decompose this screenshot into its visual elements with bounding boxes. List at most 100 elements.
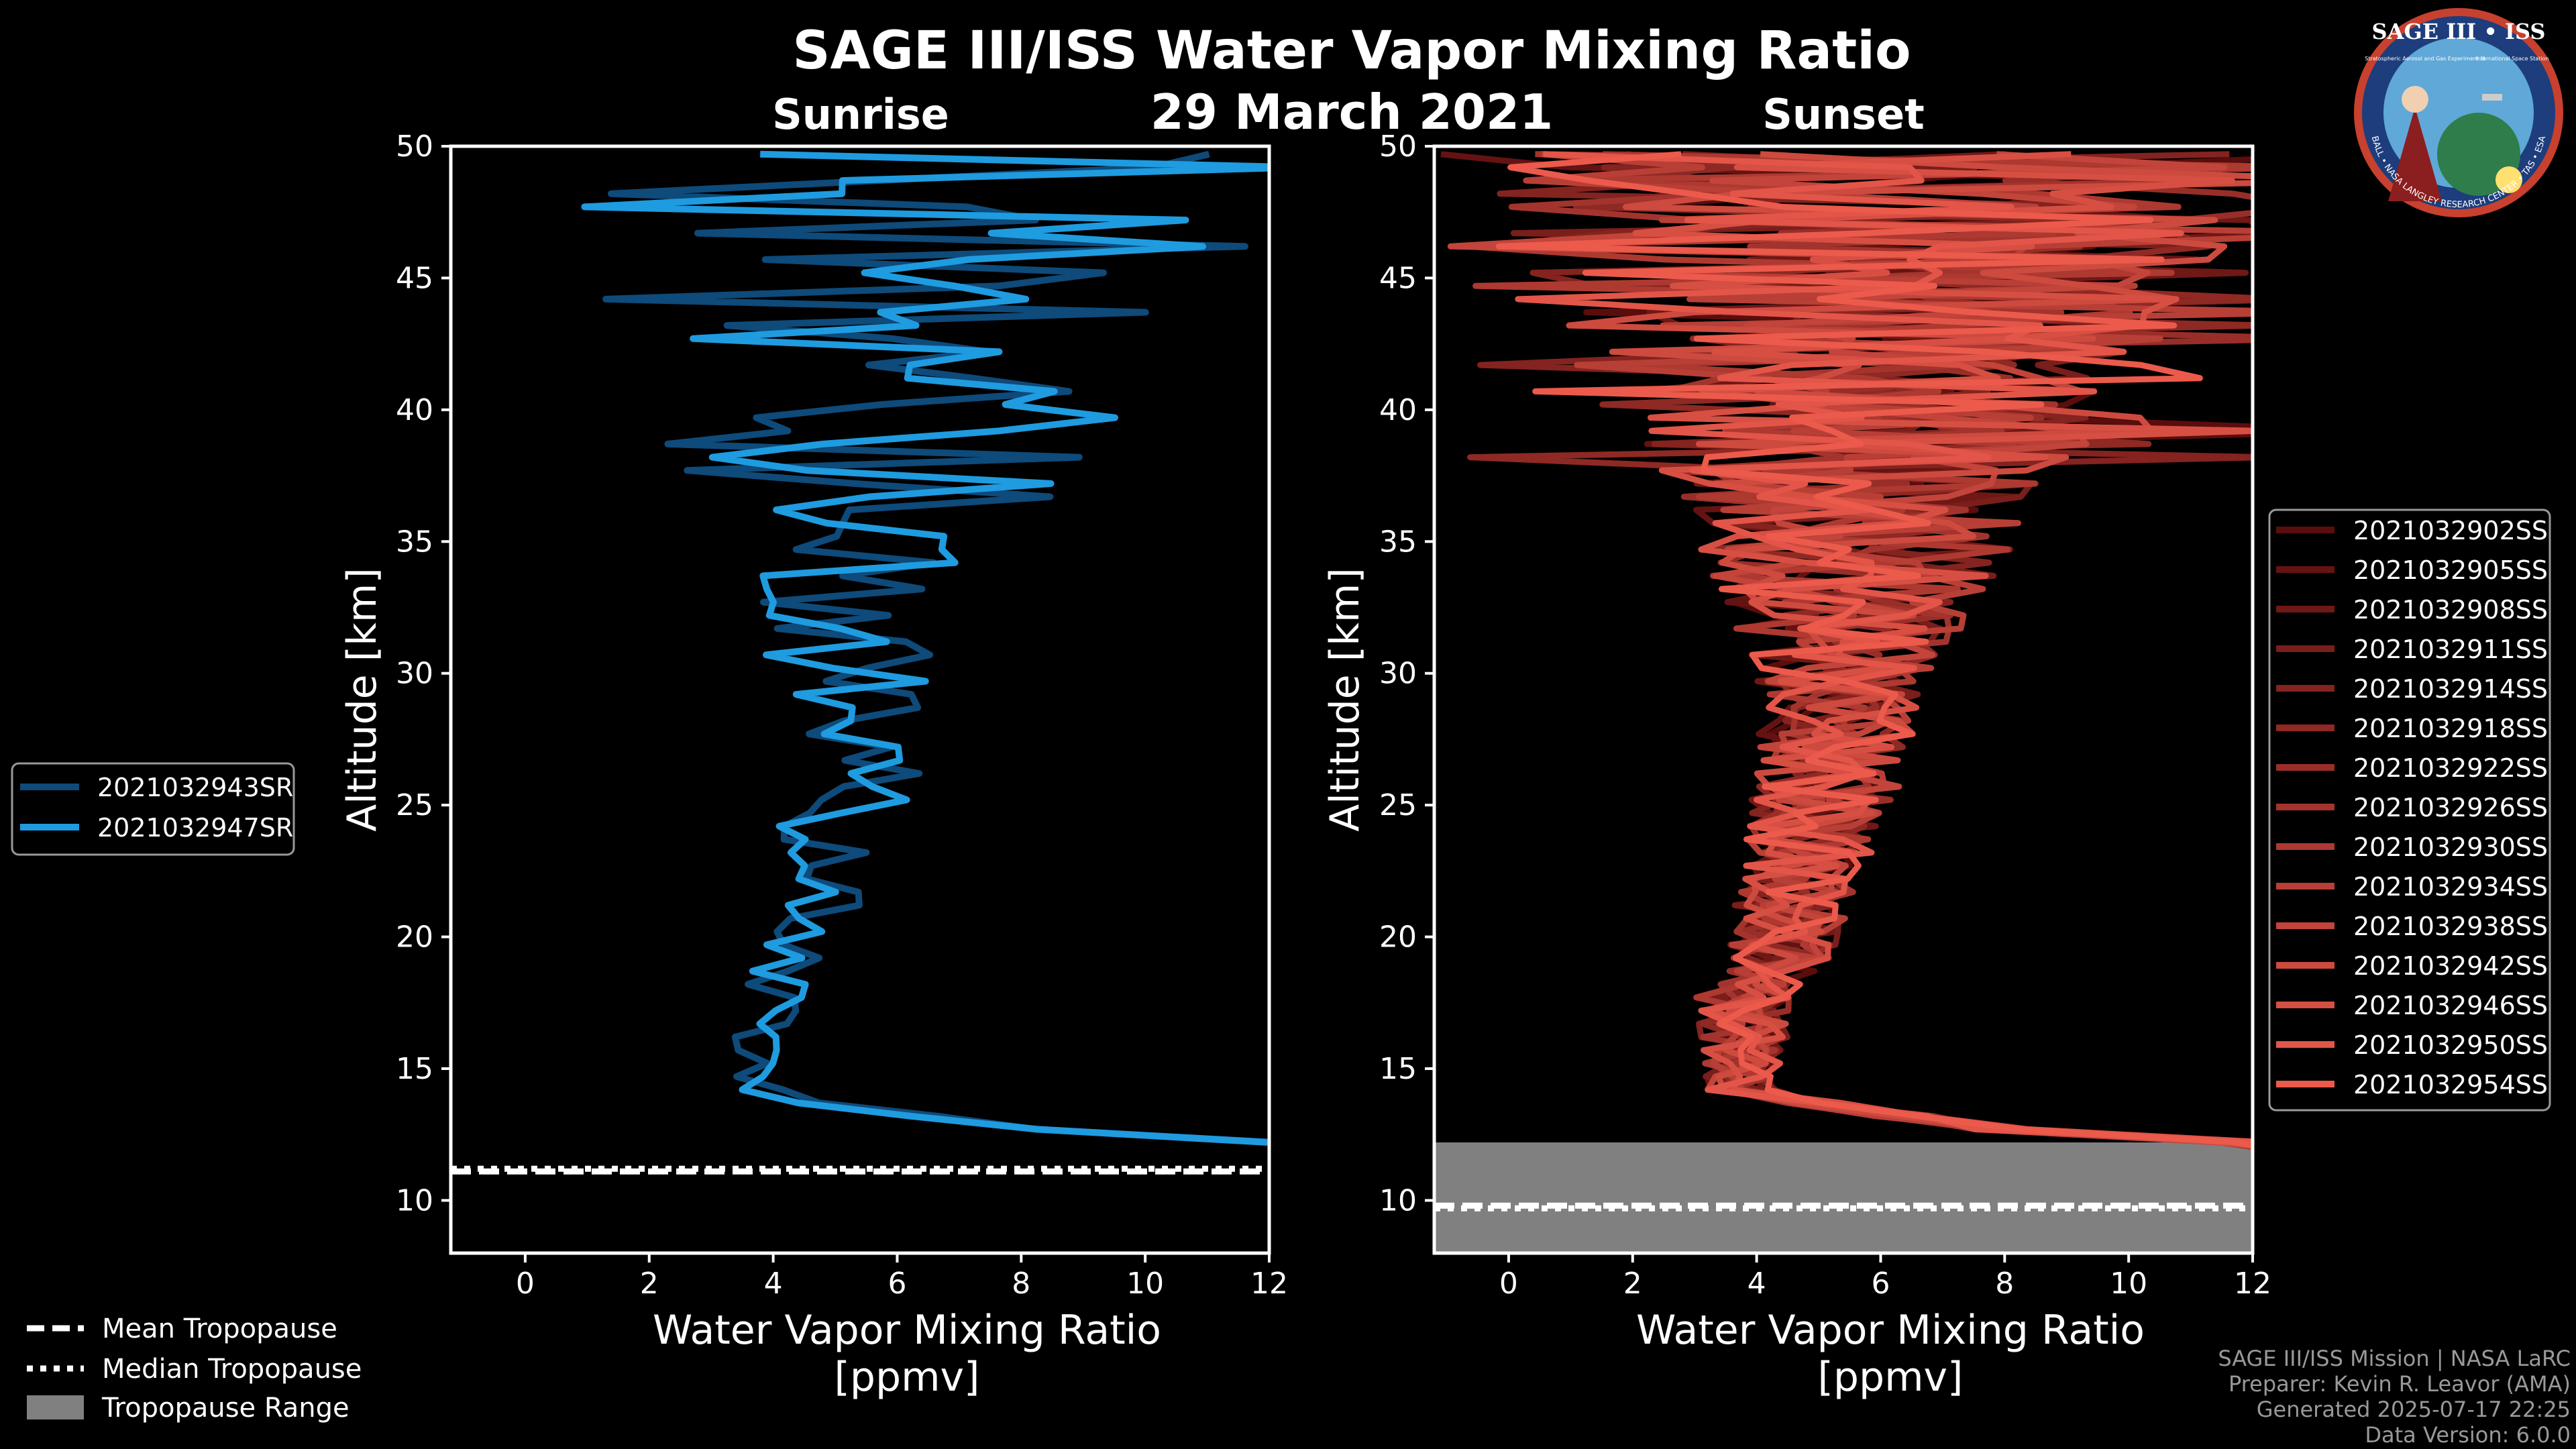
- x-tick-label: 0: [1499, 1267, 1518, 1301]
- x-tick-label: 0: [516, 1267, 535, 1301]
- y-tick-label: 20: [1379, 920, 1417, 955]
- y-tick-label: 40: [1379, 393, 1417, 427]
- sunrise-y-ticks: 10 15 20 25 30 35 40 45 50: [396, 129, 451, 1218]
- y-tick-label: 10: [1379, 1183, 1417, 1218]
- sunset-legend-label: 2021032918SS: [2353, 714, 2548, 743]
- sunset-legend-label: 2021032922SS: [2353, 753, 2548, 783]
- logo-subtitle: Stratospheric Aerosol and Gas Experiment…: [2365, 56, 2485, 62]
- profile-line-2021032947SR: [581, 150, 1269, 1146]
- x-tick-label: 10: [1126, 1267, 1164, 1301]
- sunset-legend-label: 2021032942SS: [2353, 951, 2548, 981]
- x-tick-label: 4: [1748, 1267, 1766, 1301]
- figure-title: SAGE III/ISS Water Vapor Mixing Ratio: [792, 21, 1911, 81]
- y-tick-label: 35: [396, 525, 433, 559]
- tropopause-range-label: Tropopause Range: [101, 1393, 350, 1424]
- y-tick-label: 30: [396, 657, 433, 691]
- y-tick-label: 50: [396, 129, 433, 164]
- x-tick-label: 2: [640, 1267, 659, 1301]
- sunset-y-label: Altitude [km]: [1322, 568, 1368, 832]
- sunset-axes-frame: [1432, 144, 2255, 1255]
- sunset-legend-label: 2021032911SS: [2353, 635, 2548, 664]
- sunset-legend-label: 2021032914SS: [2353, 674, 2548, 704]
- sunrise-plot: 0 2 4 6 8 10 12 10 15 20 25 30 35 40 45 50 Altitude [k…: [339, 129, 1288, 1401]
- sunrise-tropopause: [451, 1165, 1269, 1175]
- sunset-legend-label: 2021032930SS: [2353, 833, 2548, 862]
- y-tick-label: 10: [396, 1183, 433, 1218]
- sunset-legend: 2021032902SS 2021032905SS 2021032908SS 2021…: [2268, 508, 2551, 1112]
- sunset-x-label-line2: [ppmv]: [1818, 1354, 1964, 1401]
- figure-date: 29 March 2021: [1150, 84, 1553, 140]
- sunrise-legend-label: 2021032943SR: [97, 773, 293, 802]
- tropopause-range-swatch: [27, 1395, 84, 1419]
- y-tick-label: 30: [1379, 657, 1417, 691]
- y-tick-label: 25: [1379, 788, 1417, 822]
- sunset-x-label-line1: Water Vapor Mixing Ratio: [1636, 1307, 2145, 1354]
- x-tick-label: 4: [764, 1267, 783, 1301]
- profile-line-2021032950SS: [1515, 151, 2253, 1145]
- sunrise-panel-title: Sunrise: [772, 90, 949, 139]
- sunset-legend-label: 2021032946SS: [2353, 991, 2548, 1020]
- x-tick-label: 12: [2234, 1267, 2271, 1301]
- footer-preparer: Preparer: Kevin R. Leavor (AMA): [2229, 1371, 2571, 1397]
- footer-generated: Generated 2025-07-17 22:25: [2257, 1397, 2571, 1422]
- profile-line-2021032946SS: [1632, 151, 2253, 1145]
- x-tick-label: 8: [1012, 1267, 1030, 1301]
- sunset-legend-label: 2021032934SS: [2353, 872, 2548, 902]
- sunset-tropopause: [1434, 1202, 2253, 1212]
- footer-credits: SAGE III/ISS Mission | NASA LaRC Prepare…: [2218, 1346, 2571, 1448]
- footer-version: Data Version: 6.0.0: [2365, 1422, 2571, 1448]
- profile-line-2021032954SS: [1495, 151, 2253, 1148]
- astronomer-figure-icon: [2388, 107, 2442, 201]
- sunset-y-ticks: 10 15 20 25 30 35 40 45 50: [1379, 129, 1434, 1218]
- sunset-tropopause-range: [1434, 1142, 2253, 1253]
- sunset-legend-box: [2268, 508, 2551, 1112]
- x-tick-label: 6: [888, 1267, 906, 1301]
- sunrise-y-label: Altitude [km]: [339, 568, 386, 832]
- profile-line-2021032943SR: [602, 150, 1269, 1146]
- mean-tropopause-label: Mean Tropopause: [102, 1313, 337, 1344]
- x-tick-label: 10: [2110, 1267, 2147, 1301]
- sunset-x-ticks: 0 2 4 6 8 10 12: [1499, 1253, 2271, 1301]
- x-tick-label: 12: [1250, 1267, 1288, 1301]
- sun-icon: [2496, 166, 2522, 193]
- sunset-panel-title: Sunset: [1762, 90, 1925, 139]
- sunrise-profiles: [581, 150, 1269, 1146]
- astronomer-head-icon: [2402, 86, 2428, 113]
- tropopause-legend: Mean Tropopause Median Tropopause Tropop…: [27, 1313, 362, 1424]
- sunrise-legend: 2021032943SR 2021032947SR: [11, 762, 295, 856]
- x-tick-label: 8: [1995, 1267, 2014, 1301]
- tropopause-range-band: [1434, 1142, 2253, 1253]
- sunset-legend-label: 2021032938SS: [2353, 912, 2548, 941]
- sunrise-legend-label: 2021032947SR: [97, 813, 293, 843]
- y-tick-label: 15: [396, 1052, 433, 1086]
- footer-mission: SAGE III/ISS Mission | NASA LaRC: [2218, 1346, 2571, 1371]
- y-tick-label: 40: [396, 393, 433, 427]
- iss-icon: [2482, 94, 2502, 101]
- sunset-legend-label: 2021032902SS: [2353, 516, 2548, 545]
- sunset-legend-label: 2021032905SS: [2353, 555, 2548, 585]
- y-tick-label: 15: [1379, 1052, 1417, 1086]
- sunset-legend-label: 2021032954SS: [2353, 1070, 2548, 1099]
- sunset-legend-label: 2021032950SS: [2353, 1030, 2548, 1060]
- sunset-plot: 0 2 4 6 8 10 12 10 15 20 25 30 35 40 45 50 Altitude [k…: [1322, 129, 2271, 1401]
- x-tick-label: 6: [1871, 1267, 1890, 1301]
- logo-title: SAGE III • ISS: [2372, 19, 2546, 44]
- y-tick-label: 20: [396, 920, 433, 955]
- sunset-legend-label: 2021032908SS: [2353, 595, 2548, 625]
- y-tick-label: 45: [396, 261, 433, 295]
- y-tick-label: 50: [1379, 129, 1417, 164]
- sunrise-x-ticks: 0 2 4 6 8 10 12: [516, 1253, 1288, 1301]
- sunset-legend-label: 2021032926SS: [2353, 793, 2548, 822]
- median-tropopause-label: Median Tropopause: [102, 1354, 362, 1385]
- y-tick-label: 45: [1379, 261, 1417, 295]
- sage-iii-iss-logo: SAGE III • ISS Stratospheric Aerosol and…: [2354, 8, 2563, 217]
- sunrise-axes-frame: [449, 144, 1271, 1255]
- logo-station: International Space Station: [2476, 56, 2549, 62]
- sunrise-x-label-line1: Water Vapor Mixing Ratio: [653, 1307, 1161, 1354]
- sunrise-x-label-line2: [ppmv]: [835, 1354, 980, 1401]
- y-tick-label: 25: [396, 788, 433, 822]
- y-tick-label: 35: [1379, 525, 1417, 559]
- sunrise-legend-box: [11, 762, 295, 856]
- sunset-profiles: [1440, 151, 2253, 1150]
